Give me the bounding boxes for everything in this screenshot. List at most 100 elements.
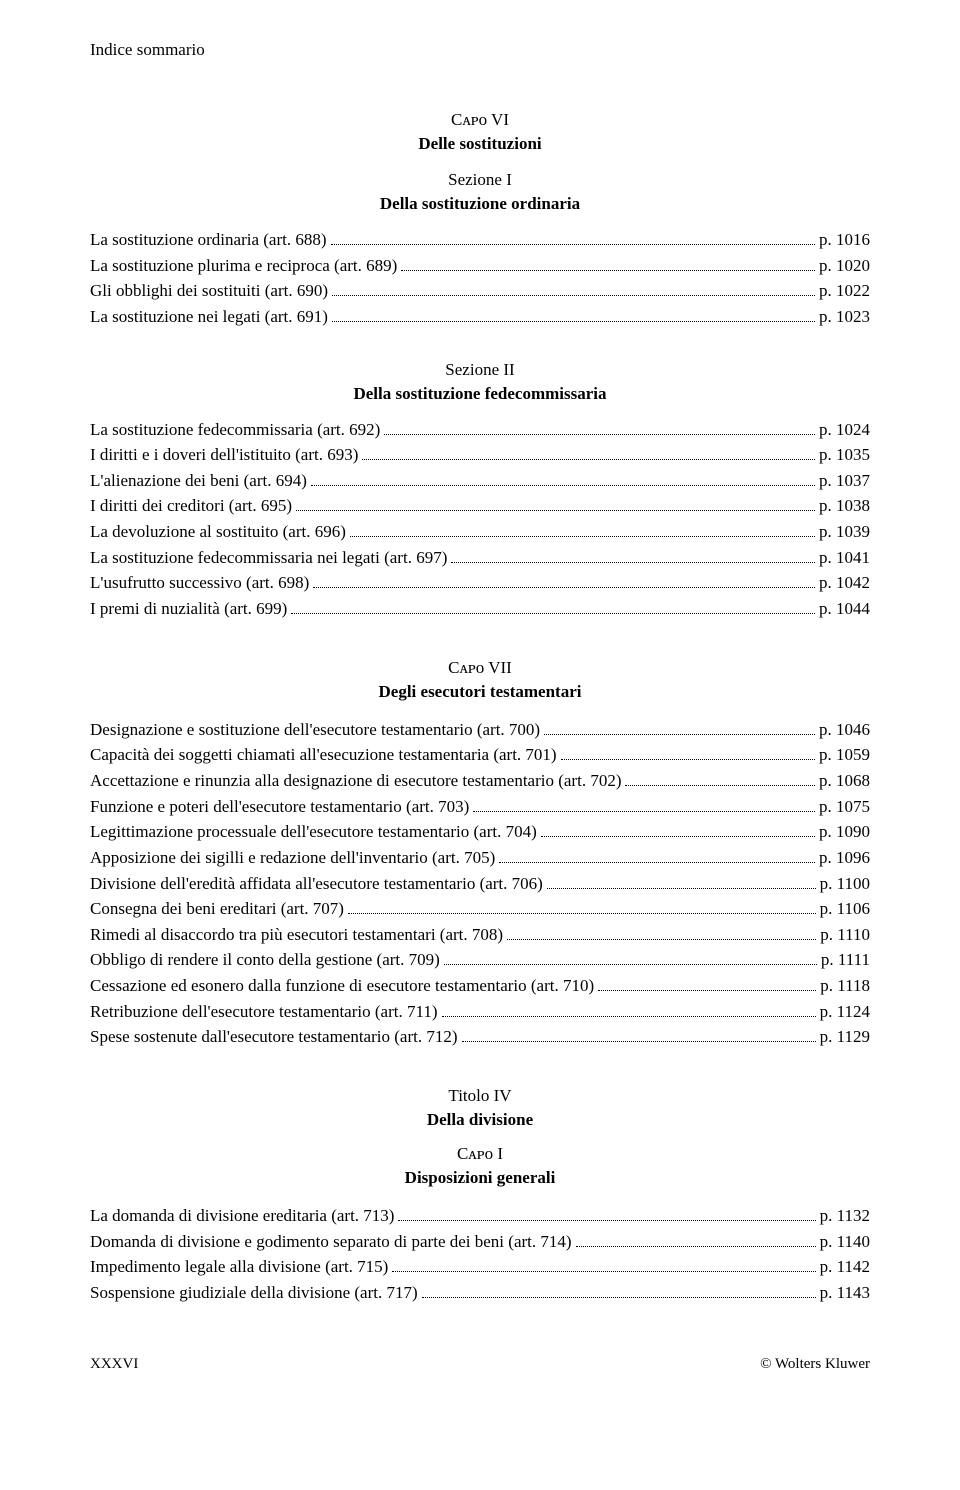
toc-entry: Sospensione giudiziale della divisione (… [90,1281,870,1306]
toc-entry-label: La domanda di divisione ereditaria (art.… [90,1204,394,1229]
toc-entry-label: Apposizione dei sigilli e redazione dell… [90,846,495,871]
toc-entry: La devoluzione al sostituito (art. 696) p… [90,520,870,545]
toc-entry-page: p. 1140 [820,1230,870,1255]
toc-entry-page: p. 1020 [819,254,870,279]
footer-copyright: © Wolters Kluwer [760,1356,870,1373]
toc-leader-dots [444,964,817,965]
toc-leader-dots [398,1220,815,1221]
toc-entry: Divisione dell'eredità affidata all'esec… [90,872,870,897]
capo6-sezione2-entries: La sostituzione fedecommissaria (art. 69… [90,418,870,622]
toc-entry-label: Consegna dei beni ereditari (art. 707) [90,897,344,922]
toc-entry: Consegna dei beni ereditari (art. 707) p.… [90,897,870,922]
toc-entry-page: p. 1132 [820,1204,870,1229]
toc-entry: La sostituzione fedecommissaria (art. 69… [90,418,870,443]
toc-entry-page: p. 1024 [819,418,870,443]
toc-entry-label: La sostituzione nei legati (art. 691) [90,305,328,330]
toc-entry-page: p. 1042 [819,571,870,596]
toc-entry-label: Accettazione e rinunzia alla designazion… [90,769,621,794]
toc-entry: Obbligo di rendere il conto della gestio… [90,948,870,973]
toc-leader-dots [541,836,815,837]
toc-leader-dots [392,1271,815,1272]
toc-entry-label: Funzione e poteri dell'esecutore testame… [90,795,469,820]
toc-entry-label: La sostituzione fedecommissaria (art. 69… [90,418,380,443]
toc-entry-page: p. 1124 [820,1000,870,1025]
toc-entry-page: p. 1075 [819,795,870,820]
toc-entry-page: p. 1106 [820,897,870,922]
toc-leader-dots [451,562,815,563]
toc-entry-page: p. 1068 [819,769,870,794]
toc-entry: Cessazione ed esonero dalla funzione di … [90,974,870,999]
toc-entry: Capacità dei soggetti chiamati all'esecu… [90,743,870,768]
toc-entry: I diritti dei creditori (art. 695) p. 103… [90,494,870,519]
toc-entry-page: p. 1100 [820,872,870,897]
toc-entry-label: Capacità dei soggetti chiamati all'esecu… [90,743,557,768]
toc-entry-label: I premi di nuzialità (art. 699) [90,597,287,622]
titolo4-title: Della divisione [90,1110,870,1130]
capo6-sezione1-label: Sezione I [90,170,870,190]
toc-entry-label: Obbligo di rendere il conto della gestio… [90,948,440,973]
toc-leader-dots [348,913,816,914]
toc-entry: La sostituzione nei legati (art. 691) p. … [90,305,870,330]
toc-entry-page: p. 1039 [819,520,870,545]
toc-entry: I premi di nuzialità (art. 699) p. 1044 [90,597,870,622]
toc-entry-page: p. 1129 [820,1025,870,1050]
toc-leader-dots [313,587,815,588]
toc-entry-label: Cessazione ed esonero dalla funzione di … [90,974,594,999]
toc-leader-dots [576,1246,816,1247]
toc-entry-label: La sostituzione ordinaria (art. 688) [90,228,327,253]
titolo4-capo1-label: Cᴀᴘᴏ I [90,1144,870,1164]
titolo4-capo1-entries: La domanda di divisione ereditaria (art.… [90,1204,870,1306]
toc-entry: Designazione e sostituzione dell'esecuto… [90,718,870,743]
toc-entry-page: p. 1110 [820,923,870,948]
toc-leader-dots [422,1297,816,1298]
toc-leader-dots [331,244,815,245]
toc-leader-dots [332,295,815,296]
toc-leader-dots [311,485,815,486]
toc-leader-dots [291,613,815,614]
toc-entry-page: p. 1059 [819,743,870,768]
toc-entry-page: p. 1016 [819,228,870,253]
toc-entry: Spese sostenute dall'esecutore testament… [90,1025,870,1050]
toc-entry: I diritti e i doveri dell'istituito (art… [90,443,870,468]
toc-entry-label: L'usufrutto successivo (art. 698) [90,571,309,596]
toc-entry-page: p. 1090 [819,820,870,845]
titolo4-capo1-title: Disposizioni generali [90,1168,870,1188]
toc-entry: L'usufrutto successivo (art. 698) p. 1042 [90,571,870,596]
toc-entry-page: p. 1023 [819,305,870,330]
toc-leader-dots [473,811,815,812]
toc-entry: Funzione e poteri dell'esecutore testame… [90,795,870,820]
toc-entry: Legittimazione processuale dell'esecutor… [90,820,870,845]
toc-entry: Rimedi al disaccordo tra più esecutori t… [90,923,870,948]
capo6-label: Cᴀᴘᴏ VI [90,110,870,130]
toc-leader-dots [499,862,815,863]
toc-entry-label: Rimedi al disaccordo tra più esecutori t… [90,923,503,948]
toc-entry-page: p. 1118 [820,974,870,999]
toc-entry-label: La sostituzione plurima e reciproca (art… [90,254,397,279]
toc-entry-label: Legittimazione processuale dell'esecutor… [90,820,537,845]
toc-entry-page: p. 1038 [819,494,870,519]
toc-entry-label: Spese sostenute dall'esecutore testament… [90,1025,458,1050]
toc-leader-dots [462,1041,816,1042]
toc-entry-page: p. 1142 [820,1255,870,1280]
toc-entry: Gli obblighi dei sostituiti (art. 690) p.… [90,279,870,304]
toc-leader-dots [362,459,815,460]
toc-entry-label: Domanda di divisione e godimento separat… [90,1230,572,1255]
toc-entry: L'alienazione dei beni (art. 694)p. 1037 [90,469,870,494]
toc-entry: La sostituzione plurima e reciproca (art… [90,254,870,279]
toc-entry-page: p. 1044 [819,597,870,622]
toc-entry-label: Gli obblighi dei sostituiti (art. 690) [90,279,328,304]
toc-entry-label: I diritti dei creditori (art. 695) [90,494,292,519]
toc-entry-label: La sostituzione fedecommissaria nei lega… [90,546,447,571]
toc-entry: Accettazione e rinunzia alla designazion… [90,769,870,794]
toc-entry-page: p. 1096 [819,846,870,871]
toc-entry-label: Sospensione giudiziale della divisione (… [90,1281,418,1306]
capo6-sezione1-title: Della sostituzione ordinaria [90,194,870,214]
toc-entry-page: p. 1035 [819,443,870,468]
toc-leader-dots [384,434,815,435]
toc-entry-page: p. 1041 [819,546,870,571]
capo7-entries: Designazione e sostituzione dell'esecuto… [90,718,870,1050]
toc-entry-page: p. 1022 [819,279,870,304]
capo6-sezione1-entries: La sostituzione ordinaria (art. 688) p. 1… [90,228,870,330]
toc-entry-label: La devoluzione al sostituito (art. 696) [90,520,346,545]
toc-entry: Retribuzione dell'esecutore testamentari… [90,1000,870,1025]
